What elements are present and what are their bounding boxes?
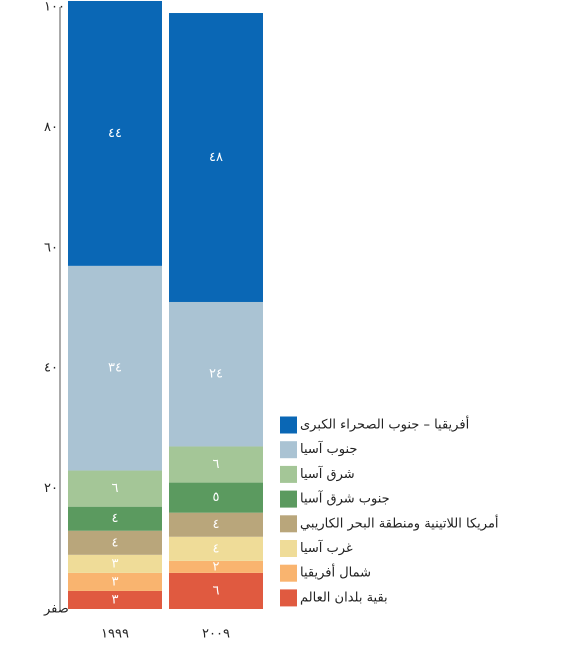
- bar-segment: [169, 301, 263, 447]
- bar-segment: [68, 470, 162, 507]
- data-label: ٤: [213, 517, 220, 532]
- legend-swatch: [280, 441, 297, 459]
- bar-segment: [68, 590, 162, 609]
- bar-segment: [68, 530, 162, 555]
- legend-swatch: [280, 490, 297, 508]
- bar-segment: [169, 446, 263, 483]
- legend-swatch: [280, 564, 297, 582]
- bar-segment: [169, 13, 263, 302]
- data-label: ٦: [213, 583, 220, 598]
- data-label: ٣: [112, 592, 119, 607]
- y-tick-label: ١٠٠: [44, 0, 65, 15]
- legend-label: غرب آسيا: [300, 539, 353, 556]
- legend-swatch: [280, 416, 297, 434]
- data-label: ٣٤: [108, 361, 122, 376]
- legend-label: أفريقيا – جنوب الصحراء الكبرى: [300, 416, 469, 433]
- bar-segment: [169, 536, 263, 561]
- data-label: ٢: [213, 559, 220, 574]
- bar-segment: [68, 265, 162, 471]
- bar-segment: [68, 0, 162, 266]
- legend-label: شرق آسيا: [300, 465, 355, 482]
- bar-segment: [68, 554, 162, 573]
- data-label: ٣: [112, 556, 119, 571]
- legend-label: بقية بلدان العالم: [300, 590, 388, 605]
- data-label: ٤: [112, 511, 119, 526]
- legend-swatch: [280, 515, 297, 533]
- bar-segment: [68, 506, 162, 531]
- data-label: ٤: [213, 541, 220, 556]
- bar-segment: [169, 482, 263, 513]
- bar-segment: [169, 560, 263, 573]
- x-tick-label: ٢٠٠٩: [202, 627, 230, 642]
- legend-swatch: [280, 540, 297, 557]
- bar-segment: [68, 572, 162, 591]
- legend-label: جنوب آسيا: [300, 440, 357, 457]
- y-tick-label: ٤٠: [44, 361, 58, 376]
- legend-label: جنوب شرق آسيا: [300, 490, 390, 507]
- data-label: ٢٤: [209, 367, 223, 382]
- data-label: ٦: [213, 457, 220, 472]
- data-label: ٤: [112, 535, 119, 550]
- y-tick-label: ٨٠: [44, 120, 58, 135]
- x-tick-label: ١٩٩٩: [101, 627, 129, 642]
- bar-segment: [169, 572, 263, 609]
- data-label: ٣: [112, 574, 119, 589]
- legend-label: شمال أفريقيا: [300, 564, 371, 581]
- legend-label: أمريكا اللاتينية ومنطقة البحر الكاريبي: [300, 514, 499, 531]
- data-label: ٤٤: [108, 126, 122, 141]
- data-label: ٦: [112, 481, 119, 496]
- y-tick-label: ٢٠: [44, 481, 58, 496]
- y-tick-label: صفر: [43, 602, 69, 617]
- y-tick-label: ٦٠: [44, 240, 58, 255]
- legend-swatch: [280, 465, 297, 483]
- bar-segment: [169, 512, 263, 537]
- data-label: ٥: [213, 490, 220, 505]
- data-label: ٤٨: [209, 150, 223, 165]
- legend-swatch: [280, 589, 297, 607]
